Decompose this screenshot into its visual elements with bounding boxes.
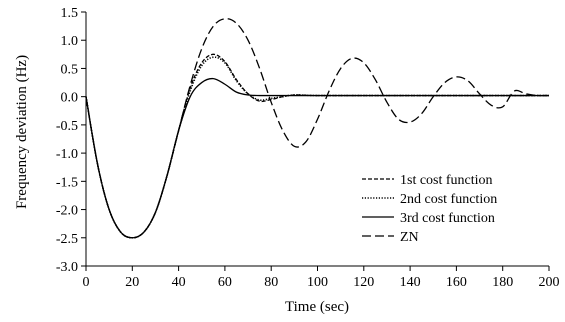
x-tick-label: 120 [353, 275, 374, 290]
y-tick-label: 1.0 [61, 34, 79, 49]
x-tick-label: 60 [218, 275, 232, 290]
y-tick-label: -3.0 [56, 260, 78, 275]
ticks: 0 20 40 60 80 100 120 140 160 180 200 1.5 1.0 0.5 0.0 -… [56, 6, 560, 290]
axes [85, 12, 549, 267]
x-tick-label: 0 [83, 275, 90, 290]
y-tick-label: -1.0 [56, 147, 78, 162]
y-tick-label: -1.5 [56, 175, 78, 190]
x-tick-label: 20 [125, 275, 139, 290]
x-tick-label: 140 [400, 275, 421, 290]
y-tick-label: 0.5 [61, 62, 79, 77]
x-tick-label: 200 [539, 275, 560, 290]
x-tick-label: 80 [264, 275, 278, 290]
legend-label-zn: ZN [400, 230, 419, 245]
y-tick-label: -2.5 [56, 232, 78, 247]
series-line-zn [85, 18, 550, 239]
x-tick-label: 180 [492, 275, 513, 290]
y-tick-label: -0.5 [56, 119, 78, 134]
legend: 1st cost function 2nd cost function 3rd co… [362, 173, 497, 245]
y-tick-label: 0.0 [61, 91, 79, 106]
y-axis-title: Frequency deviation (Hz) [14, 55, 30, 209]
y-tick-label: 1.5 [61, 6, 79, 21]
x-tick-label: 160 [446, 275, 467, 290]
y-tick-label: -2.0 [56, 204, 78, 219]
x-axis-title: Time (sec) [285, 299, 349, 315]
series-layer [85, 18, 550, 239]
legend-label-1st-cost-function: 1st cost function [400, 173, 493, 188]
x-tick-label: 40 [172, 275, 186, 290]
x-tick-label: 100 [307, 275, 328, 290]
legend-label-3rd-cost-function: 3rd cost function [400, 211, 495, 226]
legend-label-2nd-cost-function: 2nd cost function [400, 192, 497, 207]
